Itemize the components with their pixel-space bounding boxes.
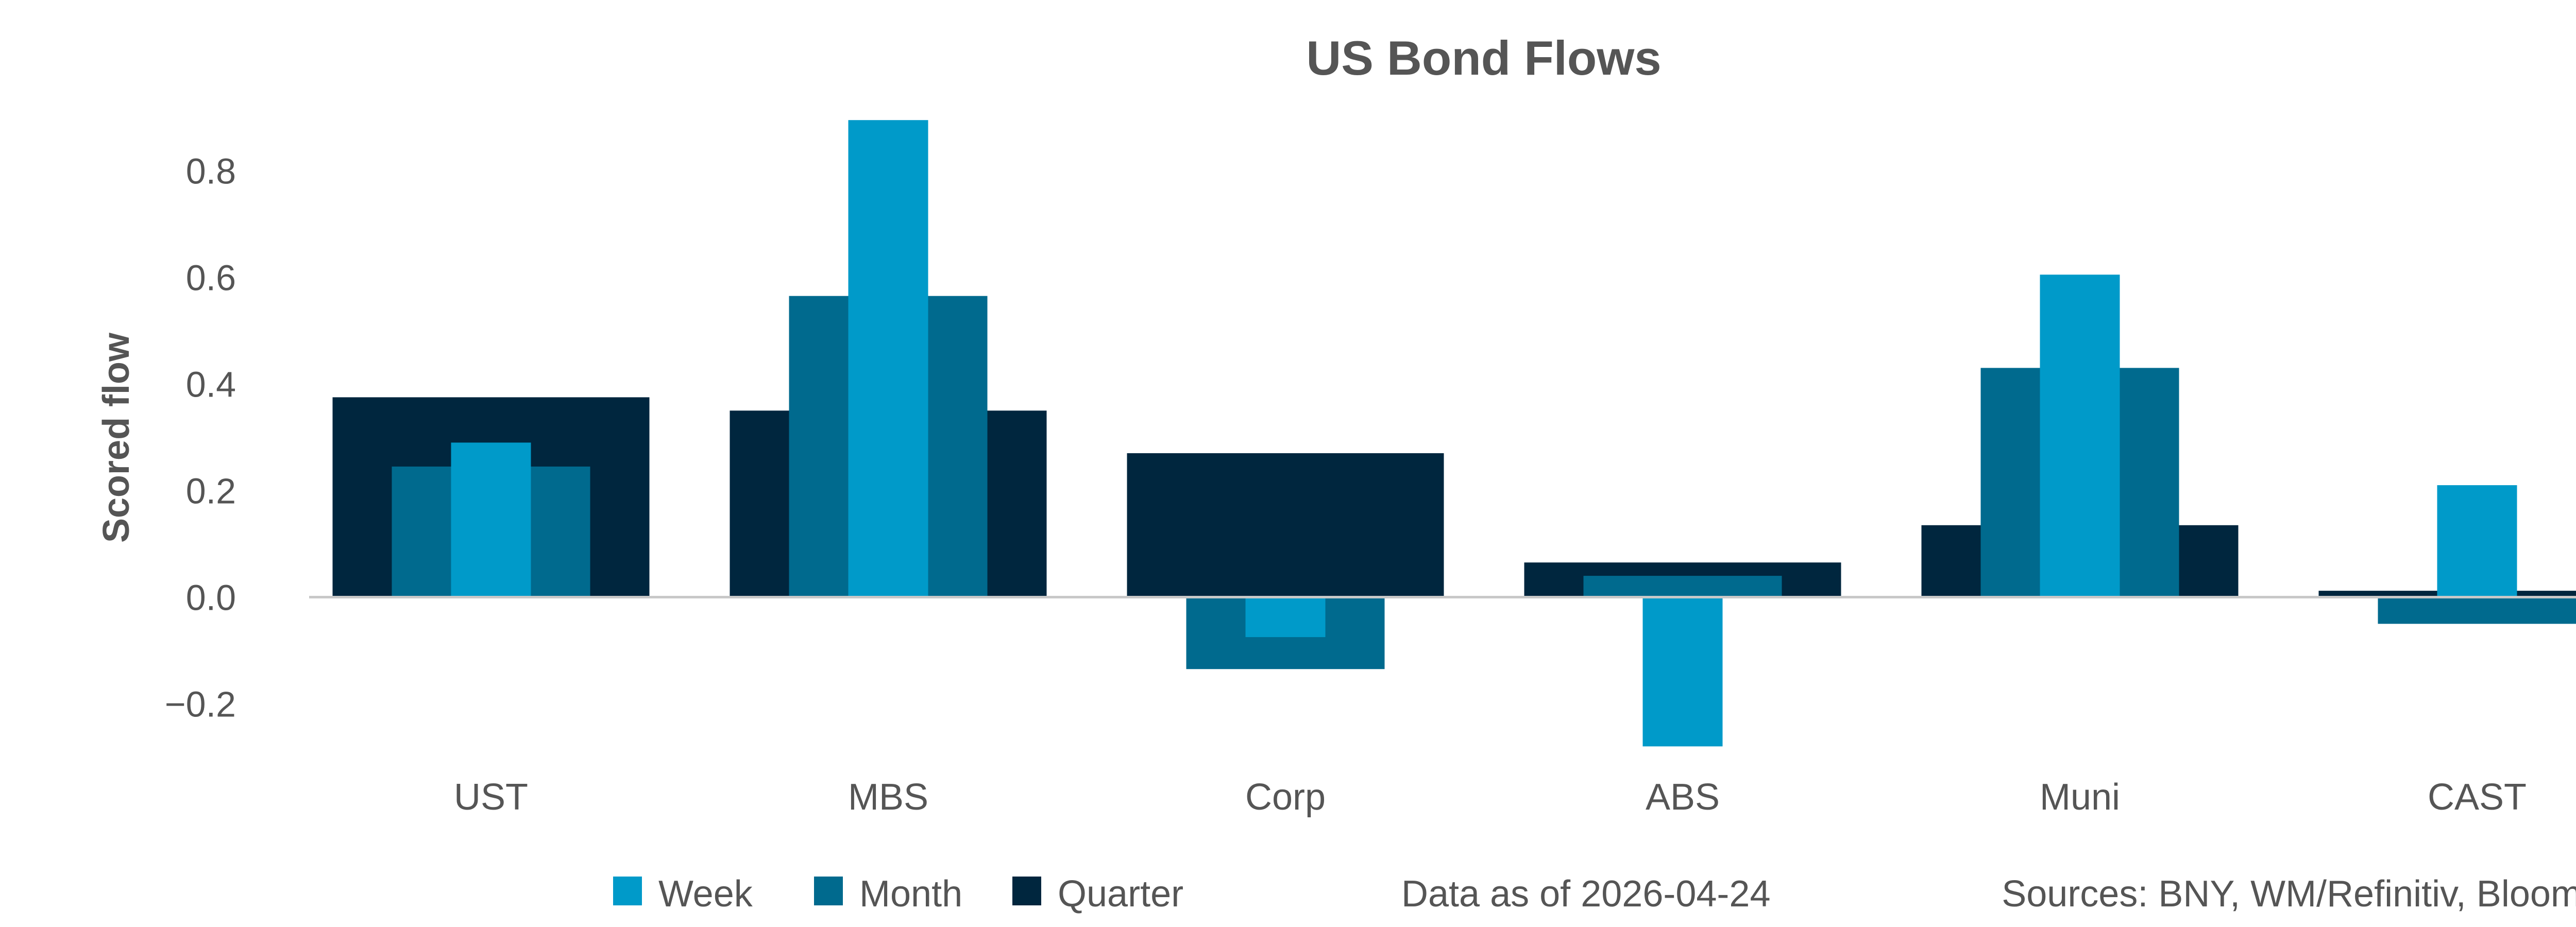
x-tick-label-abs: ABS [1646,777,1720,818]
y-axis-label: Scored flow [96,332,137,543]
x-tick-label-cast: CAST [2428,777,2527,818]
y-tick-label: 0.4 [186,365,236,405]
legend-swatch-week [613,877,642,905]
y-tick-label: −0.2 [165,684,236,725]
legend-label-quarter: Quarter [1058,873,1183,915]
x-tick-label-mbs: MBS [848,777,928,818]
axis-layer: UST MBS Corp ABS Muni CAST −0.2 0.0 0.2 0.4 0.6 0.8 [165,151,2576,818]
bar-week-mbs [848,120,928,597]
data-date-note: Data as of 2026-04-24 [1401,873,1770,915]
x-tick-label-muni: Muni [2040,777,2120,818]
chart-title: US Bond Flows [1306,31,1661,85]
y-tick-label: 0.8 [186,151,236,192]
bar-week-muni [2040,274,2120,597]
bar-month-cast [2378,597,2576,624]
bar-week-ust [451,442,531,597]
bar-week-corp [1245,597,1326,638]
legend-swatch-quarter [1012,877,1041,905]
sources-note: Sources: BNY, WM/Refinitiv, Bloomberg [2002,873,2576,915]
x-tick-label-ust: UST [454,777,528,818]
legend-swatch-month [814,877,843,905]
legend-label-week: Week [658,873,753,915]
x-tick-label-corp: Corp [1245,777,1326,818]
bar-month-abs [1583,576,1782,597]
legend-label-month: Month [859,873,962,915]
bar-week-abs [1642,597,1723,747]
bar-week-cast [2437,485,2517,597]
bars-layer [332,120,2576,747]
y-tick-label: 0.6 [186,258,236,298]
y-tick-label: 0.0 [186,578,236,618]
bar-quarter-corp [1127,453,1444,597]
legend: Week Month Quarter [613,873,1183,915]
y-tick-label: 0.2 [186,471,236,511]
